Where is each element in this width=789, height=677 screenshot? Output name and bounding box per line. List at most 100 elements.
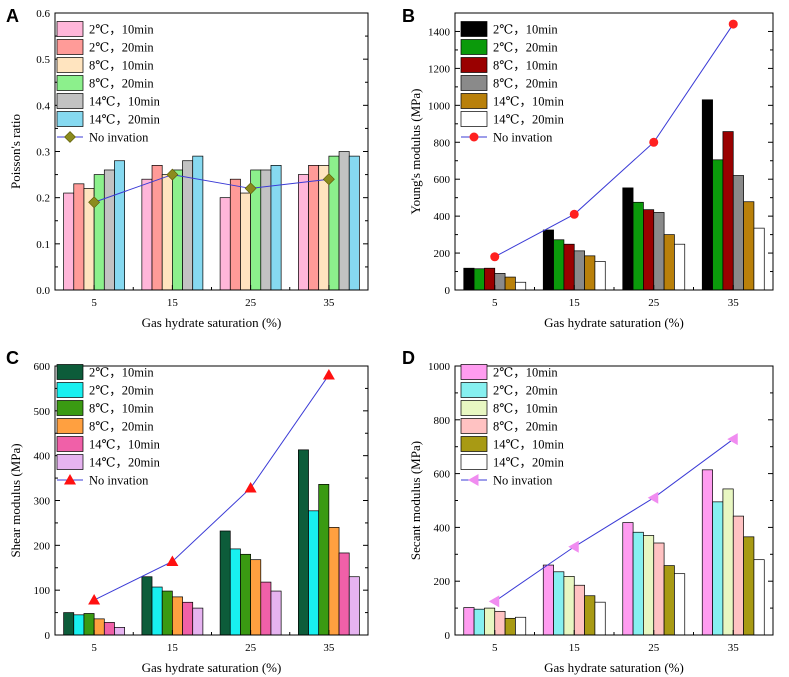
x-tick-label: 35 [728, 297, 740, 309]
legend-swatch [460, 364, 488, 380]
bar [328, 527, 340, 636]
bar [473, 268, 485, 291]
bar [622, 522, 634, 636]
legend-entry: 2℃，20min [89, 41, 154, 55]
bar [240, 192, 251, 291]
legend-entry: 14℃，10min [89, 438, 161, 452]
bar [594, 601, 606, 636]
legend-entry: 8℃，10min [89, 59, 154, 73]
legend-swatch [460, 382, 488, 398]
legend-swatch [56, 93, 84, 109]
bar [103, 169, 115, 291]
bar [674, 573, 686, 636]
bar [563, 576, 575, 636]
bar [260, 581, 272, 636]
bar [584, 595, 596, 636]
y-tick-label: 200 [434, 248, 451, 260]
bar [515, 616, 527, 636]
x-tick-label: 5 [492, 297, 498, 309]
bar [260, 169, 272, 291]
bar [732, 175, 744, 291]
legend: 2℃，10min 2℃，20min 8℃，10min 8℃，20min 14℃，10mi… [56, 21, 161, 145]
y-tick-label: 300 [34, 496, 51, 508]
bar [192, 155, 204, 291]
line-marker [166, 555, 179, 566]
y-tick-label: 0.2 [36, 193, 50, 205]
bar [172, 169, 183, 291]
bar [114, 627, 125, 636]
bar [192, 607, 204, 636]
bar [298, 174, 309, 291]
legend-swatch [56, 400, 84, 416]
bar [484, 267, 496, 291]
bar [722, 488, 734, 636]
y-tick-label: 0 [445, 630, 451, 642]
y-tick-label: 600 [434, 469, 451, 481]
no-invation-line [494, 23, 734, 258]
y-tick-label: 0.3 [36, 147, 50, 159]
bar [504, 276, 516, 291]
x-tick-label: 25 [648, 642, 660, 654]
legend-swatch [56, 382, 84, 398]
bar [653, 542, 665, 636]
bar [463, 607, 475, 636]
y-tick-label: 0 [45, 630, 51, 642]
x-tick-label: 25 [245, 297, 257, 309]
line-marker [568, 540, 579, 553]
bar [348, 155, 360, 291]
legend-entry: 2℃，10min [89, 366, 154, 380]
bar [93, 174, 105, 291]
y-tick-label: 1000 [428, 361, 451, 373]
legend-entry: 2℃，10min [493, 366, 558, 380]
bar [240, 553, 251, 636]
legend-swatch [56, 454, 84, 470]
legend-entry: 2℃，20min [89, 384, 154, 398]
bar [73, 183, 85, 291]
bar [270, 165, 282, 291]
legend-entry: No invation [493, 131, 553, 145]
y-tick-label: 500 [34, 406, 51, 418]
line-marker [569, 209, 579, 219]
y-tick-label: 200 [434, 576, 451, 588]
legend-entry: 14℃，20min [89, 456, 161, 470]
line-marker [727, 433, 738, 446]
x-tick-label: 5 [91, 642, 97, 654]
bar [63, 612, 75, 636]
legend-entry: 8℃，10min [89, 402, 154, 416]
legend-entry: 8℃，10min [493, 402, 558, 416]
y-tick-label: 0 [445, 285, 451, 297]
legend-swatch [56, 21, 84, 37]
bar [663, 565, 675, 636]
bar [318, 165, 330, 291]
panel-letter: B [402, 6, 415, 26]
legend-entry: 14℃，20min [493, 113, 565, 127]
bar [161, 174, 173, 291]
bar [219, 197, 231, 291]
bar [93, 618, 105, 636]
legend: 2℃，10min 2℃，20min 8℃，10min 8℃，20min 14℃，10mi… [56, 364, 161, 488]
x-tick-label: 35 [728, 642, 740, 654]
bar [542, 229, 554, 291]
legend-marker [468, 474, 479, 486]
y-tick-label: 1000 [428, 100, 451, 112]
legend-swatch [56, 111, 84, 127]
bar [515, 281, 527, 291]
bar [484, 607, 496, 636]
legend-swatch [460, 111, 488, 127]
legend-swatch [56, 75, 84, 91]
bar [298, 449, 309, 636]
legend-entry: No invation [493, 474, 553, 488]
y-tick-label: 400 [434, 211, 451, 223]
line-marker [322, 173, 335, 186]
line-marker [490, 252, 500, 262]
x-tick-label: 5 [492, 642, 498, 654]
bar [308, 165, 320, 291]
line-marker [647, 491, 659, 504]
no-invation-line [93, 174, 329, 203]
bar [722, 131, 734, 291]
legend-entry: 8℃，20min [89, 420, 154, 434]
bar [308, 510, 320, 636]
legend-swatch [56, 364, 84, 380]
x-tick-label: 15 [167, 642, 179, 654]
